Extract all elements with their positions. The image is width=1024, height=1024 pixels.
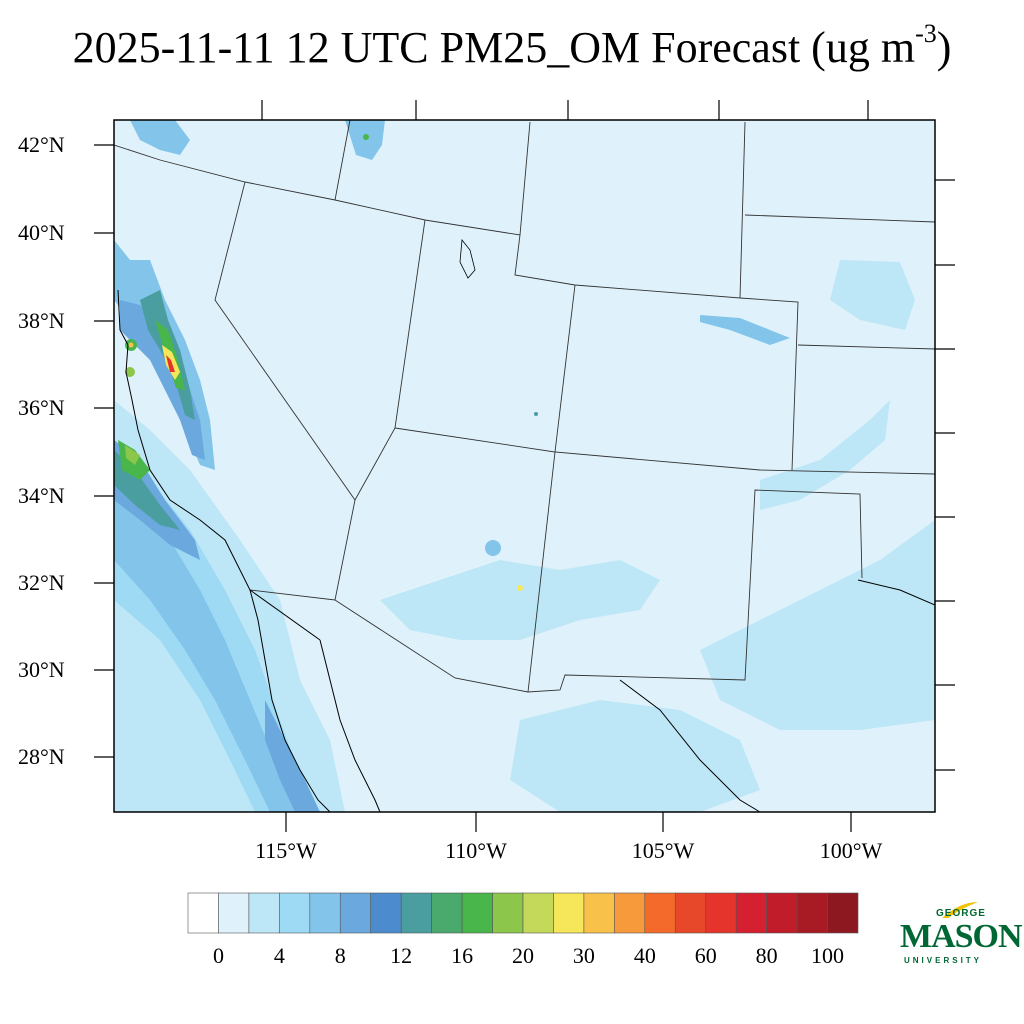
colorbar-swatch [431,892,463,934]
colorbar-swatch [400,892,432,934]
great-salt-lake [459,238,476,279]
lon-label-110: 110°W [445,838,507,863]
map-title: 2025-11-11 12 UTC PM25_OM Forecast (ug m… [0,19,1024,73]
colorbar-label: 100 [811,943,845,968]
lat-label-36: 36°N [18,395,65,420]
colorbar-swatch [674,892,707,934]
mexico-patch [510,700,760,812]
top-ticks [261,100,869,120]
colorbar-label: 80 [755,943,778,968]
colorbar-swatch [614,892,646,934]
gmu-logo: GEORGE MASON UNIVERSITY [900,900,1023,970]
colorbar-label: 20 [512,943,534,968]
lat-label-42: 42°N [18,132,65,157]
colorbar-swatch [279,892,311,934]
state-boundaries [114,120,935,693]
colorbar-swatch [370,892,402,934]
colorbar-swatch [827,892,859,934]
lat-label-40: 40°N [18,220,65,245]
logo-mason: MASON [900,918,1023,955]
colorbar-label: 16 [451,943,474,968]
texas-band [760,400,890,510]
colorbar-swatch [735,892,767,934]
arizona-spot [485,540,501,556]
lat-label-32: 32°N [18,570,65,595]
offshore-plume-inner [114,470,300,812]
colorbar-swatch [583,892,615,934]
bottom-ticks [285,812,852,832]
central-valley-mid [120,300,205,460]
central-valley-red [166,355,175,372]
idaho-plume [345,120,385,160]
socal-plume-lightgreen [125,445,140,465]
arizona-hotspot [517,585,523,591]
colorbar-label: 4 [273,943,285,968]
title-superscript: -3 [915,19,937,49]
lon-label-100: 100°W [819,838,883,863]
colorbar-label: 12 [390,943,413,968]
lat-label-30: 30°N [18,657,65,682]
new-mexico-patches [380,560,660,640]
colorbar-label: 30 [572,943,595,968]
colorbar-swatch [461,892,493,934]
logo-swoosh-icon [942,902,978,918]
logo-george: GEORGE [936,908,986,919]
colorbar-swatch [187,892,219,934]
idaho-spot [363,134,369,140]
colorado-streak [700,315,790,345]
colorbar-swatch [218,892,250,934]
left-ticks [94,144,114,758]
colorbar-label: 0 [212,943,224,968]
colorbar-swatch [492,892,524,934]
colorbar-swatch [339,892,372,934]
colorbar-swatch [766,892,798,934]
colorbar [187,892,859,934]
colorbar-label: 60 [694,943,717,968]
kansas-patch [830,260,915,330]
plot-frame [113,119,936,813]
utah-spot [534,412,538,416]
logo-university: UNIVERSITY [904,956,983,965]
colorbar-swatch [553,892,585,934]
monterey-spot [125,367,135,377]
coastline [117,289,935,812]
colorbar-swatch [705,892,737,934]
colorbar-swatch [522,892,554,934]
colorbar-swatch [309,892,341,934]
colorbar-swatch [248,892,280,934]
title-close: ) [936,23,952,72]
lon-label-115: 115°W [255,838,317,863]
right-ticks [935,179,955,771]
lat-label-28: 28°N [18,744,65,769]
colorbar-label: 40 [633,943,656,968]
bay-area-spot-core [128,342,134,348]
colorbar-swatch [644,892,676,934]
northern-ca-plume [130,120,190,155]
lon-label-105: 105°W [631,838,695,863]
colorbar-label: 8 [334,943,346,968]
lat-label-34: 34°N [18,483,65,508]
colorbar-swatch [796,892,828,934]
concentration-field [114,120,935,812]
southeast-plume [700,520,935,730]
lat-label-38: 38°N [18,308,65,333]
title-text: 2025-11-11 12 UTC PM25_OM Forecast (ug m [72,23,916,72]
